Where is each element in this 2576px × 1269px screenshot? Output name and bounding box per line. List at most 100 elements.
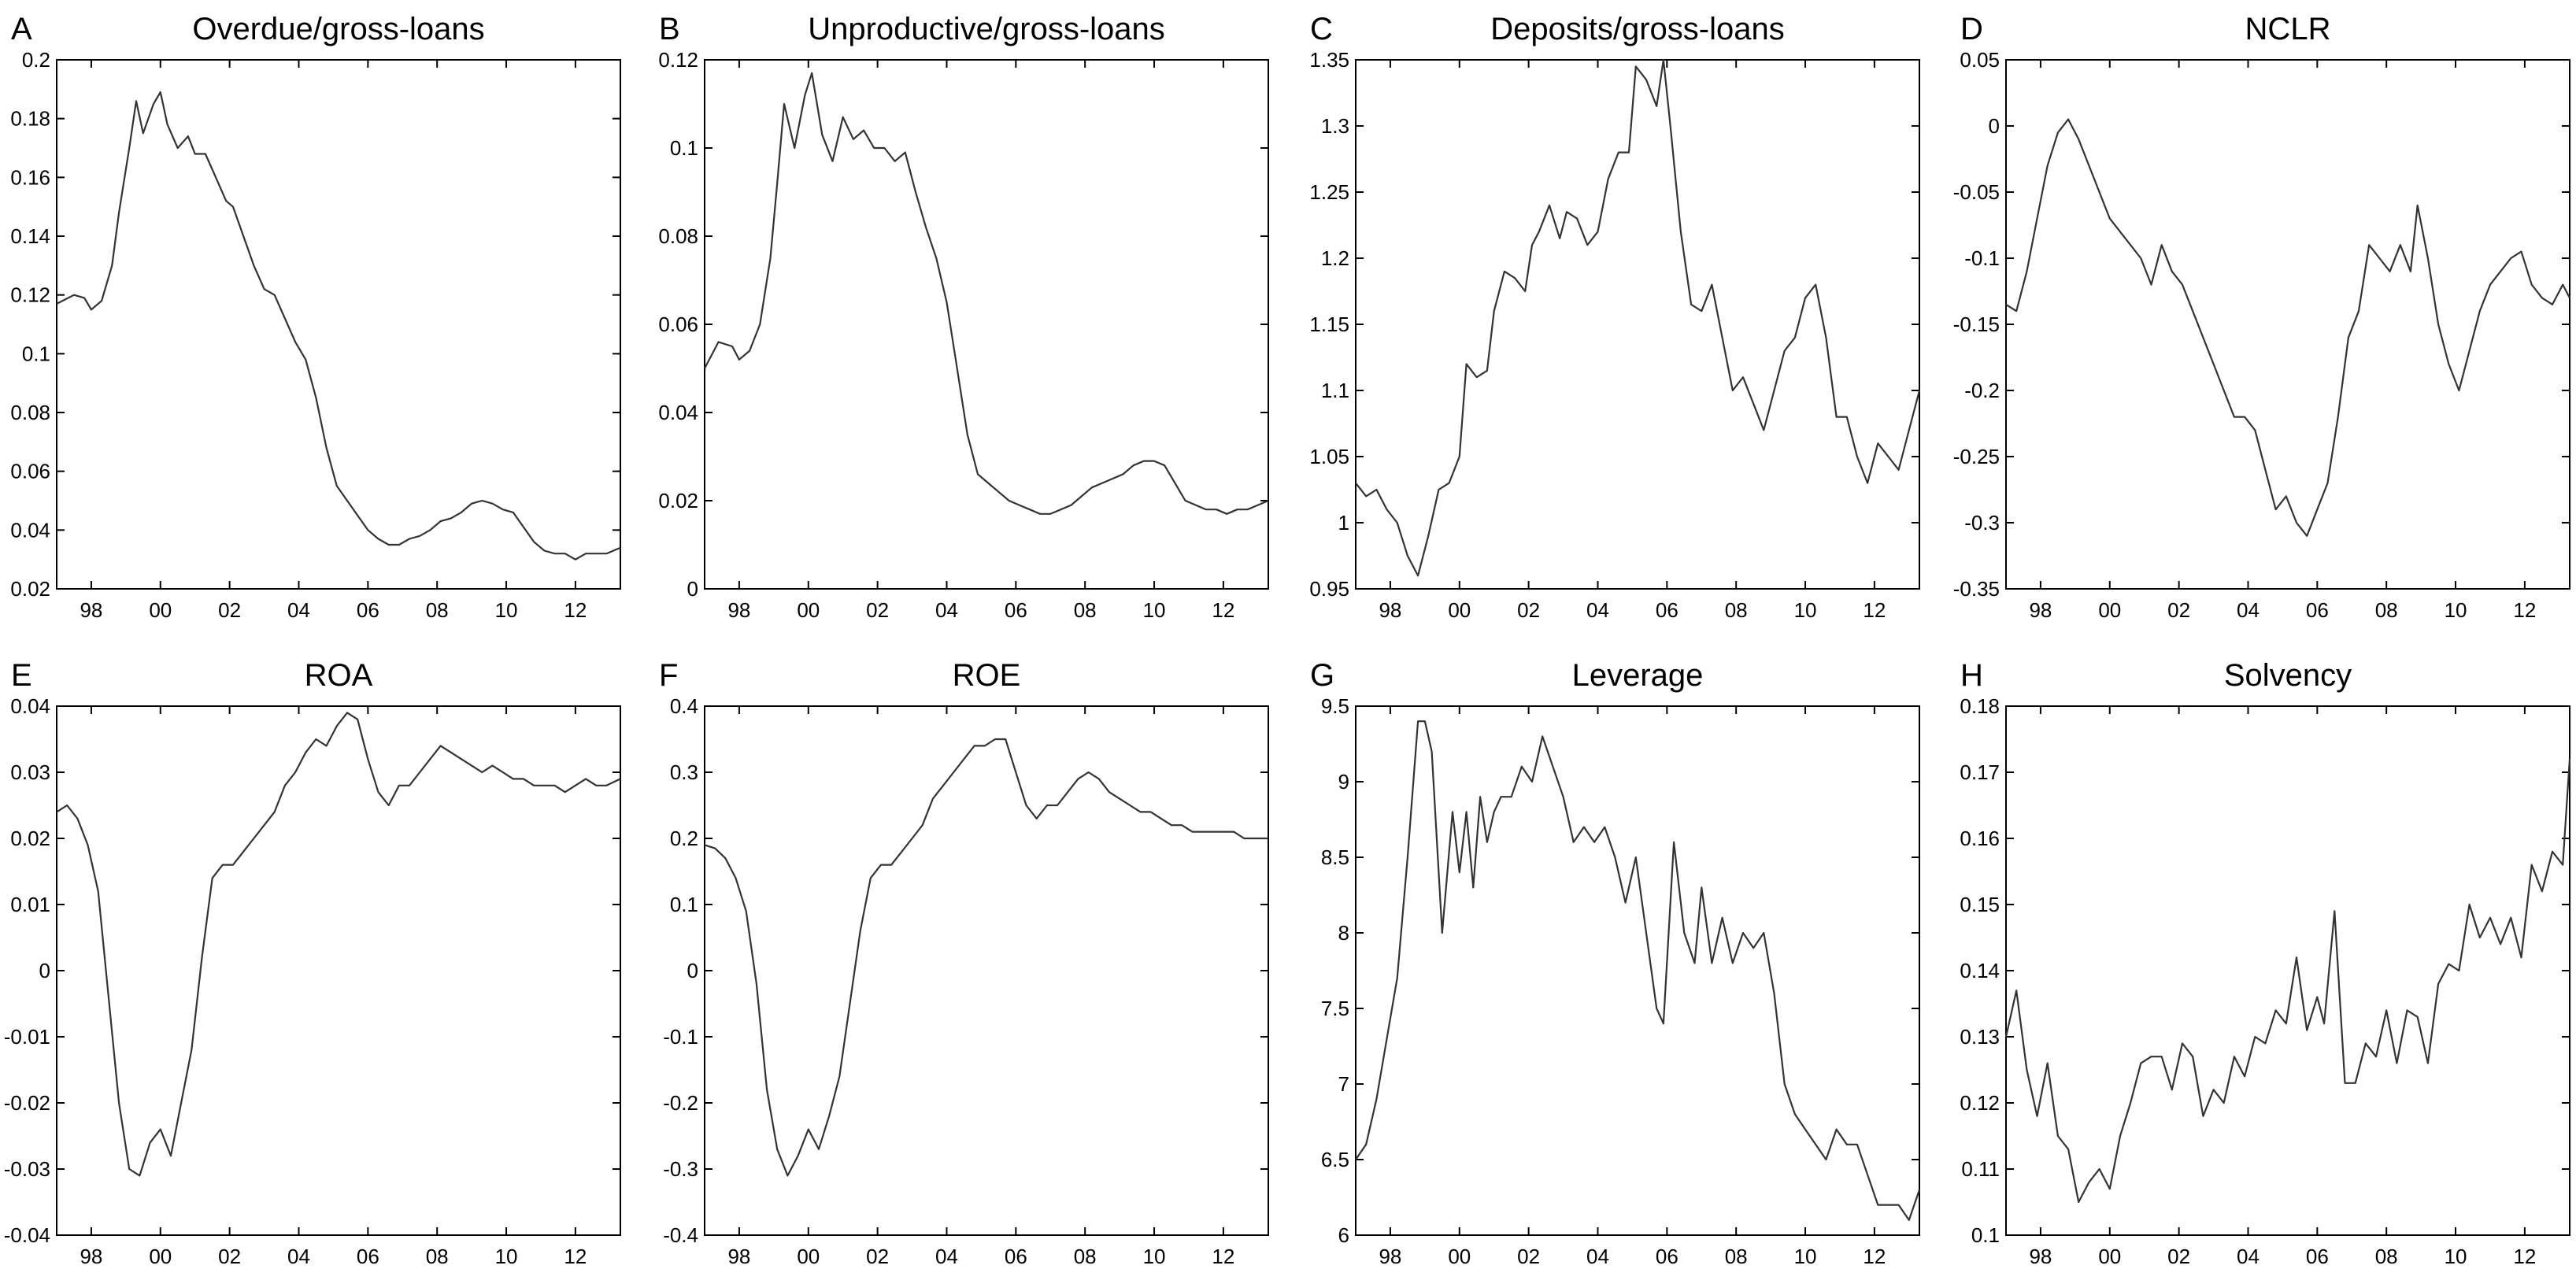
x-tick-label: 02 (2167, 1245, 2190, 1268)
y-tick-label: 0.16 (10, 165, 50, 189)
y-tick-label: 1.25 (1309, 180, 1349, 204)
x-tick-label: 98 (727, 598, 750, 622)
x-tick-label: 12 (1863, 598, 1886, 622)
y-tick-label: -0.03 (4, 1157, 50, 1181)
x-tick-label: 06 (357, 598, 379, 622)
y-tick-label: 0.01 (10, 893, 50, 916)
y-tick-label: -0.1 (663, 1025, 698, 1049)
y-tick-label: 7 (1338, 1072, 1349, 1096)
series-line (1355, 58, 1921, 577)
x-tick-label: 08 (1725, 1245, 1748, 1268)
panel-g: G Leverage 6 6.5 7 7.5 8 8.5 9 9.5 98 00 02 04 06 08 10 1… (1310, 658, 1921, 1268)
y-tick-label: -0.15 (1953, 313, 2000, 336)
y-tick-label: -0.1 (1964, 246, 2000, 270)
x-tick-label: 06 (2306, 1245, 2329, 1268)
y-tick-label: 0.18 (1960, 694, 2000, 718)
y-tick-label: 0.05 (1960, 48, 2000, 72)
series-line (704, 72, 1269, 515)
x-tick-label: 00 (149, 598, 172, 622)
y-tick-label: -0.01 (4, 1025, 50, 1049)
x-tick-label: 08 (2375, 1245, 2398, 1268)
x-tick-label: 04 (2237, 598, 2260, 622)
x-tick-label: 08 (2375, 598, 2398, 622)
y-tick-label: -0.4 (663, 1223, 698, 1247)
x-tick-label: 06 (1656, 598, 1678, 622)
x-tick-label: 04 (287, 598, 310, 622)
panel-title: Overdue/gross-loans (192, 12, 484, 46)
panel-letter: A (11, 12, 32, 46)
x-tick-label: 06 (1005, 598, 1027, 622)
y-tick-label: 0.95 (1309, 577, 1349, 601)
x-tick-label: 98 (727, 1245, 750, 1268)
x-tick-label: 98 (1379, 598, 1401, 622)
series-line (56, 712, 621, 1177)
x-tick-label: 06 (357, 1245, 379, 1268)
x-tick-label: 08 (1725, 598, 1748, 622)
plot-frame (704, 59, 1269, 590)
y-tick-label: 1.1 (1321, 379, 1349, 402)
y-tick-label: 0.04 (10, 518, 50, 542)
y-tick-label: 7.5 (1321, 997, 1349, 1020)
panel-c: C Deposits/gross-loans 0.95 1 1.05 1.1 1.15 1.2… (1309, 12, 1921, 622)
y-tick-label: -0.2 (1964, 379, 2000, 402)
y-tick-label: 0.04 (658, 401, 698, 424)
y-tick-label: 0 (687, 577, 698, 601)
y-tick-label: 0.08 (10, 401, 50, 424)
panel-letter: H (1960, 658, 1983, 693)
x-tick-label: 98 (2029, 598, 2052, 622)
x-tick-label: 10 (495, 1245, 518, 1268)
x-tick-label: 06 (2306, 598, 2329, 622)
x-tick-label: 02 (1517, 598, 1540, 622)
plot-frame (2005, 59, 2570, 590)
x-tick-label: 04 (2237, 1245, 2260, 1268)
x-tick-label: 02 (866, 598, 889, 622)
y-tick-label: 0 (39, 959, 50, 982)
x-tick-label: 12 (564, 598, 587, 622)
panel-title: Unproductive/gross-loans (808, 12, 1165, 46)
y-tick-label: 0.14 (1960, 959, 2000, 982)
y-tick-label: 8 (1338, 921, 1349, 945)
y-tick-label: -0.35 (1953, 577, 2000, 601)
panel-title: Deposits/gross-loans (1490, 12, 1785, 46)
x-tick-label: 00 (797, 1245, 820, 1268)
y-tick-label: 0 (1989, 114, 2000, 138)
y-tick-label: 0.02 (658, 489, 698, 512)
plot-frame (56, 59, 621, 590)
x-tick-label: 06 (1656, 1245, 1678, 1268)
x-tick-label: 10 (1143, 1245, 1166, 1268)
panel-d: D NCLR -0.35 -0.3 -0.25 -0.2 -0.15 -0.1 -0.05 0 0.… (1953, 12, 2570, 622)
plot-frame (704, 705, 1269, 1236)
x-tick-label: 02 (218, 598, 241, 622)
x-tick-label: 08 (1074, 598, 1097, 622)
x-tick-label: 08 (426, 1245, 449, 1268)
y-tick-label: 0.2 (22, 48, 50, 72)
x-tick-label: 12 (2513, 1245, 2536, 1268)
panel-letter: B (659, 12, 680, 46)
y-tick-label: 0.06 (658, 313, 698, 336)
y-tick-label: 6 (1338, 1223, 1349, 1247)
x-tick-label: 98 (2029, 1245, 2052, 1268)
x-tick-label: 10 (1143, 598, 1166, 622)
panel-title: Leverage (1572, 658, 1704, 693)
y-tick-label: 0.12 (658, 48, 698, 72)
x-tick-label: 00 (149, 1245, 172, 1268)
x-tick-label: 98 (80, 598, 102, 622)
y-tick-label: 0.12 (10, 283, 50, 307)
x-tick-label: 00 (2098, 1245, 2121, 1268)
y-tick-label: 0.11 (1961, 1157, 2000, 1181)
y-tick-label: 0.16 (1960, 827, 2000, 850)
x-tick-label: 02 (866, 1245, 889, 1268)
y-tick-label: -0.3 (663, 1157, 698, 1181)
y-tick-label: 0.17 (1960, 760, 2000, 784)
x-tick-label: 98 (80, 1245, 102, 1268)
panel-letter: C (1310, 12, 1333, 46)
x-tick-label: 04 (935, 598, 958, 622)
panel-f: F ROE -0.4 -0.3 -0.2 -0.1 0 0.1 0.2 0.3 0.4 98 00 02 0… (659, 658, 1269, 1268)
panel-title: ROA (305, 658, 373, 693)
y-tick-label: 1.15 (1309, 313, 1349, 336)
series-line (704, 738, 1268, 1177)
x-tick-label: 04 (287, 1245, 310, 1268)
x-tick-label: 12 (1863, 1245, 1886, 1268)
y-tick-label: -0.05 (1953, 180, 2000, 204)
